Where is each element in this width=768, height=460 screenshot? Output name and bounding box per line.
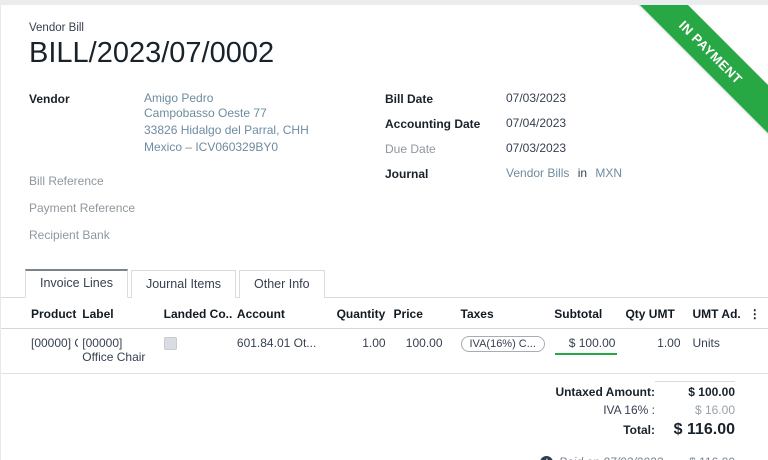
- notebook-tabbar: Invoice Lines Journal Items Other Info: [1, 269, 768, 298]
- accounting-date-label: Accounting Date: [385, 117, 481, 131]
- vendor-address-line: Mexico – ICV060329BY0: [144, 140, 279, 154]
- invoice-lines-table: Product Label Landed Co... Account Quant…: [1, 298, 768, 374]
- payment-reference-row: Payment Reference: [29, 200, 385, 215]
- bill-number-title: BILL/2023/07/0002: [29, 37, 275, 69]
- journal-name-link[interactable]: Vendor Bills: [506, 166, 570, 180]
- invoice-line-row[interactable]: [00000] Offic... [00000] Office Chair 60…: [1, 328, 768, 374]
- col-header-label[interactable]: Label: [78, 298, 160, 329]
- due-date-row: Due Date 07/03/2023: [385, 141, 740, 156]
- recipient-bank-label: Recipient Bank: [29, 228, 110, 242]
- cell-taxes[interactable]: IVA(16%) C...: [446, 328, 551, 374]
- col-header-price[interactable]: Price: [389, 298, 447, 329]
- vendor-name-link[interactable]: Amigo Pedro: [144, 91, 214, 105]
- vendor-field-row: Vendor Amigo Pedro Campobasso Oeste 77 3…: [29, 91, 385, 156]
- cell-qty-umt[interactable]: 1.00: [621, 328, 685, 374]
- recipient-bank-row: Recipient Bank: [29, 227, 385, 242]
- due-date-label: Due Date: [385, 142, 436, 156]
- cell-label[interactable]: [00000] Office Chair: [78, 328, 160, 374]
- col-header-landed-costs[interactable]: Landed Co...: [159, 298, 233, 329]
- totals-section: Untaxed Amount: $ 100.00 IVA 16% : $ 16.…: [29, 381, 768, 460]
- tax-amount-value: $ 16.00: [694, 403, 735, 417]
- bill-reference-row: Bill Reference: [29, 173, 385, 188]
- paid-on-label: Paid on 07/03/2023: [559, 455, 663, 460]
- cell-umt-ad[interactable]: Units: [684, 328, 742, 374]
- cell-price[interactable]: 100.00: [389, 328, 447, 374]
- untaxed-amount-label: Untaxed Amount:: [555, 385, 655, 399]
- col-header-product[interactable]: Product: [1, 298, 79, 329]
- vendor-address-line: Campobasso Oeste 77: [144, 106, 267, 120]
- paid-amount-value: $ 116.00: [663, 455, 735, 460]
- bill-fields: Vendor Amigo Pedro Campobasso Oeste 77 3…: [29, 91, 740, 254]
- col-header-account[interactable]: Account: [232, 298, 333, 329]
- col-header-quantity[interactable]: Quantity: [332, 298, 390, 329]
- tab-invoice-lines[interactable]: Invoice Lines: [25, 269, 128, 298]
- tax-amount-label: IVA 16% :: [603, 403, 655, 417]
- right-field-column: Bill Date 07/03/2023 Accounting Date 07/…: [385, 91, 740, 254]
- cell-quantity[interactable]: 1.00: [332, 328, 390, 374]
- col-header-umt-ad[interactable]: UMT Ad...: [684, 298, 742, 329]
- vendor-bill-page: IN PAYMENT Vendor Bill BILL/2023/07/0002…: [0, 5, 768, 460]
- total-amount-row: Total: $ 116.00: [495, 421, 735, 439]
- cell-spacer: [741, 328, 768, 374]
- optional-columns-button[interactable]: ⋮: [741, 298, 768, 329]
- vendor-address-line: 33826 Hidalgo del Parral, CHH: [144, 123, 309, 137]
- tax-pill[interactable]: IVA(16%) C...: [460, 336, 545, 352]
- vendor-label: Vendor: [29, 92, 70, 106]
- bill-date-label: Bill Date: [385, 92, 434, 106]
- invoice-lines-header-row: Product Label Landed Co... Account Quant…: [1, 298, 768, 329]
- total-amount-value: $ 116.00: [673, 421, 735, 438]
- total-amount-label: Total:: [623, 423, 655, 437]
- untaxed-amount-value: $ 100.00: [655, 381, 735, 399]
- doc-type-label: Vendor Bill: [29, 22, 84, 34]
- cell-landed-costs: [159, 328, 233, 374]
- info-icon[interactable]: i: [539, 455, 553, 460]
- col-header-taxes[interactable]: Taxes: [446, 298, 551, 329]
- bill-date-row: Bill Date 07/03/2023: [385, 91, 740, 106]
- cell-subtotal[interactable]: $ 100.00: [550, 328, 622, 374]
- due-date-value[interactable]: 07/03/2023: [506, 141, 567, 155]
- journal-currency-link[interactable]: MXN: [595, 166, 623, 180]
- vendor-value: Amigo Pedro Campobasso Oeste 77 33826 Hi…: [144, 91, 309, 156]
- window-top-edge: [0, 0, 768, 5]
- journal-label: Journal: [385, 167, 429, 181]
- bill-date-value[interactable]: 07/03/2023: [506, 91, 567, 105]
- left-field-column: Vendor Amigo Pedro Campobasso Oeste 77 3…: [29, 91, 385, 254]
- bill-sheet: Vendor Bill BILL/2023/07/0002 Vendor Ami…: [1, 22, 768, 460]
- subtotal-value: $ 100.00: [554, 336, 618, 355]
- untaxed-amount-row: Untaxed Amount: $ 100.00: [495, 381, 735, 399]
- payment-reference-label: Payment Reference: [29, 201, 136, 215]
- paid-info-row: i Paid on 07/03/2023 $ 116.00: [495, 455, 735, 460]
- cell-account[interactable]: 601.84.01 Ot...: [232, 328, 333, 374]
- journal-row: Journal Vendor Bills in MXN: [385, 166, 740, 181]
- accounting-date-row: Accounting Date 07/04/2023: [385, 116, 740, 131]
- journal-value: Vendor Bills in MXN: [506, 166, 622, 181]
- col-header-subtotal[interactable]: Subtotal: [550, 298, 622, 329]
- vertical-dots-icon[interactable]: ⋮: [748, 307, 761, 321]
- tab-other-info[interactable]: Other Info: [239, 270, 325, 298]
- journal-connector: in: [577, 166, 588, 180]
- cell-product[interactable]: [00000] Offic...: [1, 328, 79, 374]
- landed-costs-checkbox[interactable]: [163, 337, 177, 350]
- tab-journal-items[interactable]: Journal Items: [130, 270, 236, 298]
- col-header-qty-umt[interactable]: Qty UMT: [621, 298, 685, 329]
- accounting-date-value[interactable]: 07/04/2023: [506, 116, 567, 130]
- bill-reference-label: Bill Reference: [29, 174, 104, 188]
- tax-amount-row: IVA 16% : $ 16.00: [495, 403, 735, 417]
